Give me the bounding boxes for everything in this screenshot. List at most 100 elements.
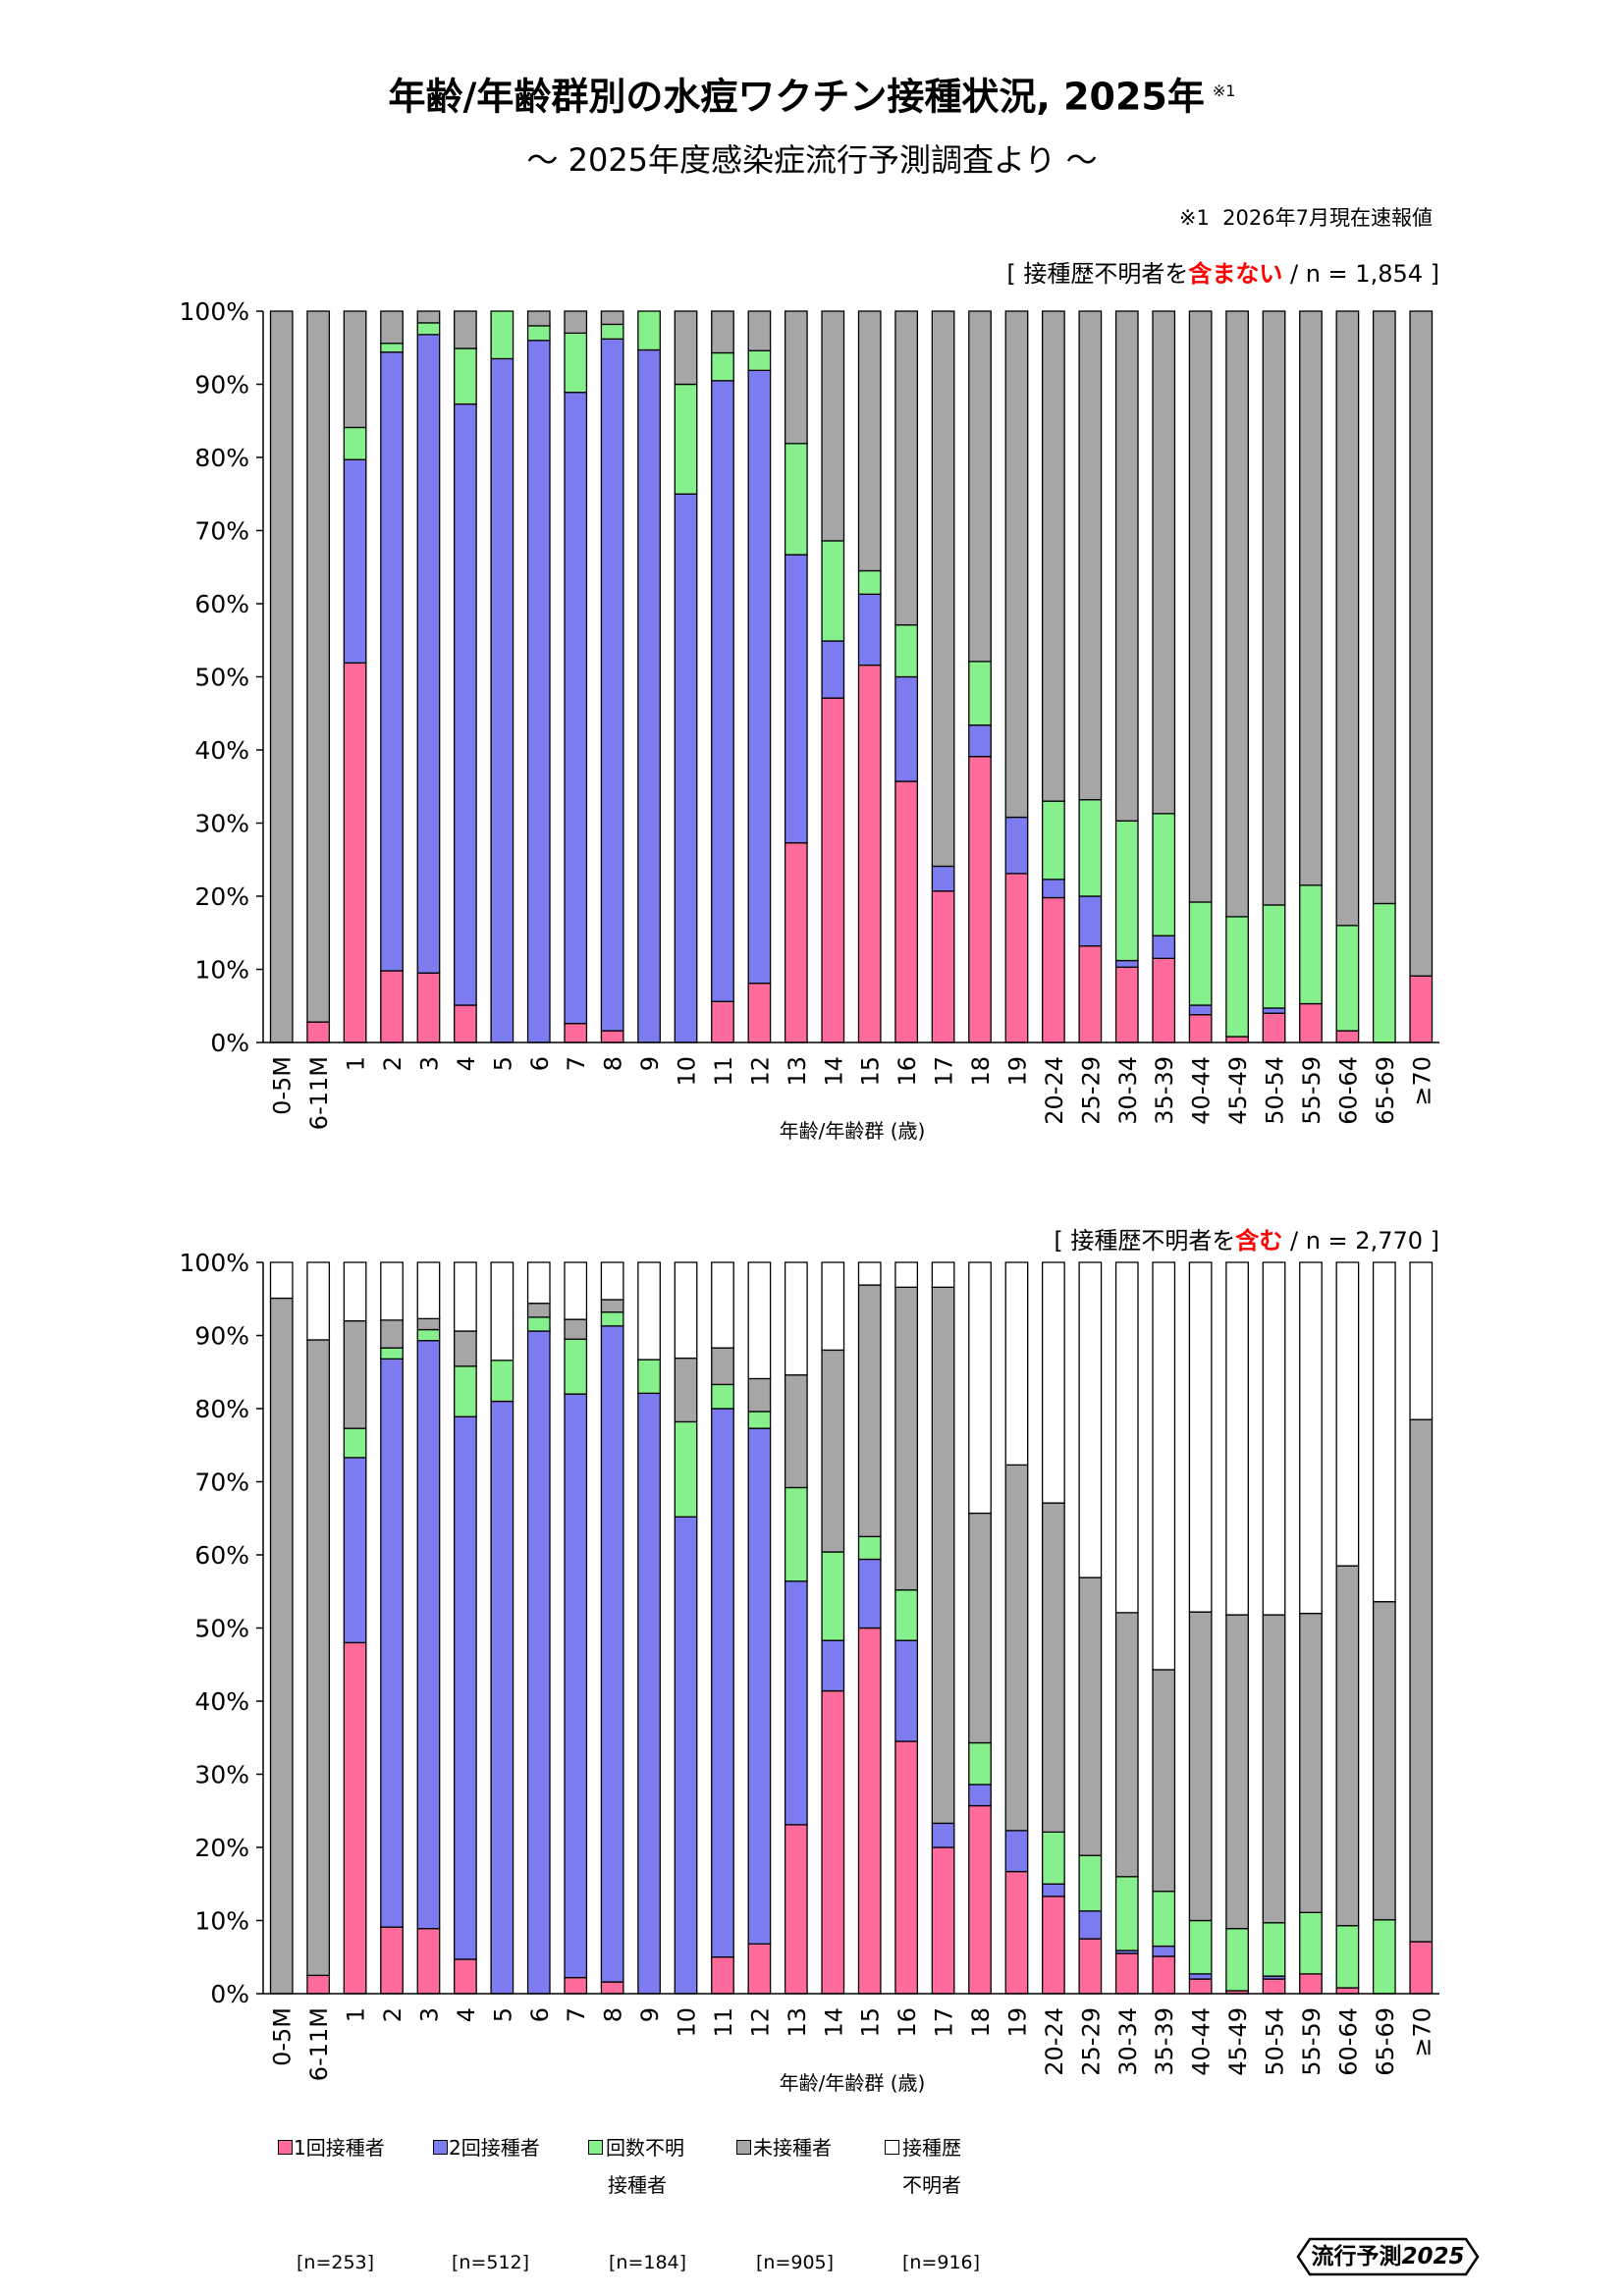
bar-segment	[490, 310, 514, 360]
bar-segment	[343, 1319, 367, 1429]
bar-segment	[1409, 1941, 1434, 1995]
legend-swatch-first-dose	[278, 2140, 293, 2155]
y-tick-label: 60%	[194, 590, 249, 618]
bar-segment	[747, 369, 772, 985]
y-tick-label: 20%	[194, 882, 249, 911]
bar-segment	[968, 661, 992, 726]
bar-segment	[1114, 1952, 1139, 1995]
bar-segment	[674, 1261, 698, 1360]
bar-segment	[931, 310, 955, 868]
bar-segment	[306, 1021, 331, 1043]
bar-segment	[600, 338, 624, 1032]
bar-segment	[416, 322, 441, 336]
bar-segment	[821, 1349, 845, 1553]
y-tick-label: 40%	[194, 736, 249, 765]
bar-segment	[931, 890, 955, 1043]
bar-segment	[1114, 1261, 1139, 1614]
x-tick-label: 40-44	[1188, 1056, 1216, 1125]
bar-segment	[674, 383, 698, 495]
bar-stack	[711, 1261, 734, 1995]
bar-segment	[968, 1512, 992, 1744]
bar-segment	[857, 1627, 882, 1995]
bar-segment	[784, 1486, 808, 1582]
bar-stack	[857, 310, 882, 1043]
bar-segment	[1372, 1601, 1396, 1921]
bar-segment	[1188, 1973, 1213, 1980]
bar-stack	[894, 310, 919, 1043]
bar-segment	[526, 1330, 551, 1995]
bar-segment	[894, 623, 919, 678]
bar-stack	[931, 1261, 955, 1995]
x-tick-label: 55-59	[1298, 2007, 1326, 2076]
x-tick-label: 7	[563, 1056, 590, 1071]
bar-segment	[1152, 1945, 1176, 1957]
bar-segment	[1078, 945, 1103, 1043]
bar-segment	[454, 1958, 477, 1995]
chart-1-header: [ 接種歴不明者を含まない / n = 1,854 ]	[1006, 260, 1439, 289]
bar-segment	[784, 310, 808, 445]
bar-segment	[380, 1347, 404, 1360]
x-tick-label: 19	[1003, 1056, 1031, 1087]
bar-segment	[711, 380, 734, 1002]
x-tick-label: 13	[784, 1056, 811, 1087]
bar-segment	[343, 1457, 367, 1644]
bar-segment	[600, 1030, 624, 1043]
bar-segment	[711, 1383, 734, 1410]
bar-stack	[600, 310, 624, 1043]
bar-segment	[857, 1284, 882, 1538]
bar-segment	[1114, 959, 1139, 968]
bar-stack	[1152, 310, 1176, 1043]
bar-segment	[637, 348, 661, 1043]
bar-segment	[1372, 310, 1396, 905]
x-tick-label: 15	[857, 2007, 885, 2038]
bar-segment	[1225, 1614, 1249, 1930]
bar-segment	[821, 1551, 845, 1641]
bar-segment	[931, 865, 955, 892]
bar-segment	[637, 1261, 661, 1361]
bar-segment	[454, 1365, 477, 1417]
x-tick-label: 55-59	[1298, 1056, 1326, 1125]
bar-segment	[1299, 1002, 1323, 1043]
bar-stack	[784, 310, 808, 1043]
bar-stack	[343, 1261, 367, 1995]
bar-stack	[380, 1261, 404, 1995]
bar-segment	[600, 1325, 624, 1983]
bar-segment	[1262, 1007, 1286, 1014]
x-tick-label: 8	[600, 2007, 627, 2022]
x-tick-label: 18	[967, 1056, 995, 1087]
chart-1-x-axis-title: 年齢/年齢群 (歳)	[779, 1119, 926, 1143]
bar-segment	[1335, 1565, 1360, 1927]
bar-stack	[1409, 1261, 1434, 1995]
bar-segment	[821, 1261, 845, 1352]
y-tick-label: 90%	[194, 371, 249, 400]
bar-segment	[1299, 1612, 1323, 1913]
bar-segment	[380, 351, 404, 972]
bar-segment	[564, 1318, 588, 1340]
bar-segment	[674, 493, 698, 1043]
bar-segment	[784, 443, 808, 556]
bar-segment	[1299, 1261, 1323, 1615]
bar-segment	[1299, 1973, 1323, 1995]
x-tick-label: 5	[489, 1056, 516, 1071]
x-tick-label: 60-64	[1334, 2007, 1362, 2076]
bar-segment	[490, 1261, 514, 1362]
bar-stack	[747, 310, 772, 1043]
bar-segment	[1409, 1261, 1434, 1420]
bar-segment	[1152, 813, 1176, 936]
bar-stack	[1188, 310, 1213, 1043]
bar-segment	[454, 1261, 477, 1332]
bar-stack	[380, 310, 404, 1043]
bar-segment	[416, 1328, 441, 1342]
bar-segment	[894, 780, 919, 1043]
bar-stack	[674, 1261, 698, 1995]
bar-segment	[894, 1740, 919, 1995]
bar-segment	[1188, 1004, 1213, 1016]
bar-stack	[1299, 310, 1323, 1043]
bar-segment	[1114, 1876, 1139, 1951]
y-tick-label: 80%	[194, 444, 249, 472]
y-tick-label: 20%	[194, 1834, 249, 1862]
bar-stack	[1042, 310, 1065, 1043]
bar-segment	[674, 1357, 698, 1423]
bar-segment	[747, 1427, 772, 1945]
bar-segment	[1262, 1922, 1286, 1977]
